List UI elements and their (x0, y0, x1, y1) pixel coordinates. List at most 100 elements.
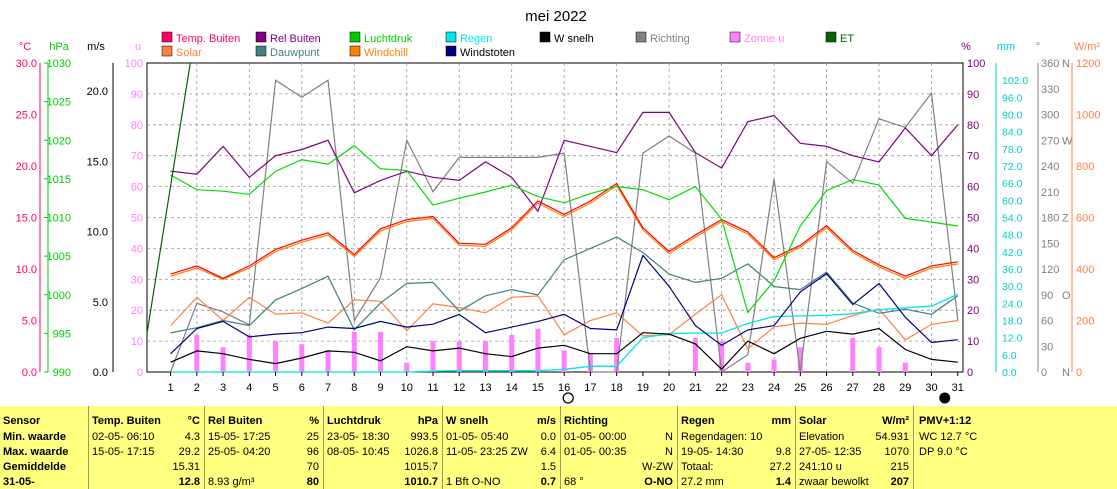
sunshine-bar (430, 341, 436, 372)
sun-tick-label: 0 (137, 367, 143, 379)
humidity-tick-label: 100 (967, 58, 985, 70)
legend-swatch (349, 31, 361, 43)
rain-tick-label: 24.0 (1002, 298, 1023, 310)
pressure-tick-label: 1015 (47, 174, 71, 186)
dewpoint-readout: DP 9.0 °C (919, 446, 968, 458)
rain-unit: mm (771, 415, 791, 427)
sunshine-bar (378, 331, 384, 372)
min-label: Min. waarde (3, 431, 66, 443)
rain-current-value: 1.4 (775, 476, 791, 488)
rain-sum: 27.2 mm (681, 476, 724, 488)
rain-tick-label: 90.0 (1002, 110, 1023, 122)
rain-column: Regen mm Regendagen: 10 19-05- 14:30 9.8 T… (678, 406, 795, 489)
press-head: Luchtdruk (327, 415, 381, 427)
wind-head: W snelh (446, 415, 489, 427)
legend-swatch (825, 31, 837, 43)
sunshine-bar (325, 350, 331, 372)
unit-direction: ° (1036, 41, 1040, 53)
temp-tick-label: 30.0 (16, 58, 37, 70)
day-tick-label: 23 (742, 382, 754, 394)
legend-label: Luchtdruk (364, 33, 413, 45)
wind-tick-label: 10.0 (87, 227, 108, 239)
left-axes: 30.025.020.015.010.05.00.010301025102010… (16, 58, 143, 379)
humidity-tick-label: 70 (967, 151, 979, 163)
day-tick-label: 29 (899, 382, 911, 394)
series-lines (146, 62, 959, 374)
solar-condition: zwaar bewolkt (799, 476, 869, 488)
unit-pressure: hPa (49, 41, 69, 53)
solar-unit: W/m² (882, 415, 909, 427)
rain-max-value: 9.8 (775, 446, 791, 458)
rain-tick-label: 72.0 (1002, 161, 1023, 173)
legend-label: W snelh (554, 33, 594, 45)
rain-max-time: 19-05- 14:30 (681, 446, 744, 458)
day-tick-label: 6 (299, 382, 305, 394)
legend-swatch (161, 45, 173, 57)
temp-tick-label: 25.0 (16, 110, 37, 122)
dir-avg-value: W-ZW (642, 461, 673, 473)
rain-days: Regendagen: 10 (681, 431, 763, 443)
solar-max-time: 27-05- 12:35 (799, 446, 862, 458)
hum-current-value: 80 (306, 476, 319, 488)
sun-tick-label: 30 (131, 274, 143, 286)
rain-tick-label: 60.0 (1002, 195, 1023, 207)
sunshine-bar (902, 362, 908, 372)
day-tick-label: 13 (479, 382, 491, 394)
summary-panel: Sensor Min. waarde Max. waarde Gemiddeld… (0, 406, 1117, 489)
sun-tick-label: 50 (131, 213, 143, 225)
rain-tick-label: 0.0 (1002, 367, 1017, 379)
day-tick-label: 20 (663, 382, 675, 394)
legend-swatch (255, 45, 267, 57)
dir-min-value: N (665, 431, 673, 443)
temp-column: Temp. Buiten °C 02-05- 06:10 4.3 15-05- 17… (89, 406, 204, 489)
legend-label: Rel Buiten (270, 33, 321, 45)
legend-label: Solar (176, 47, 202, 59)
wind-avg-value: 1.5 (540, 461, 556, 473)
dir-head: Richting (564, 415, 608, 427)
rain-tick-label: 54.0 (1002, 213, 1023, 225)
day-tick-label: 17 (584, 382, 596, 394)
day-tick-label: 26 (820, 382, 832, 394)
rain-tick-label: 102.0 (1002, 75, 1028, 87)
unit-temp: °C (19, 41, 31, 53)
temp-unit: °C (187, 415, 200, 427)
right-axes: 1009080706050403020100102.096.090.084.07… (967, 58, 1100, 379)
sunshine-bar (194, 334, 200, 372)
pressure-tick-label: 995 (53, 328, 71, 340)
sunshine-bar (771, 359, 777, 372)
day-tick-label: 27 (847, 382, 859, 394)
legend-label: Regen (460, 33, 492, 45)
press-current-value: 1010.7 (404, 476, 438, 488)
legend-swatch (349, 45, 361, 57)
rain-head: Regen (681, 415, 715, 427)
unit-humidity: % (961, 41, 971, 53)
day-tick-label: 8 (351, 382, 357, 394)
pressure-tick-label: 1005 (47, 251, 71, 263)
day-tick-label: 12 (453, 382, 465, 394)
hum-min-value: 25 (306, 431, 319, 443)
rain-tick-label: 18.0 (1002, 316, 1023, 328)
direction-compass-label: N (1062, 58, 1070, 70)
series-line-windchill (170, 184, 958, 280)
dir-max-time: 01-05- 00:35 (564, 446, 627, 458)
series-line-w-snelh (170, 327, 958, 371)
direction-tick-label: 90 (1041, 290, 1053, 302)
day-tick-label: 18 (611, 382, 623, 394)
wind-tick-label: 15.0 (87, 156, 108, 168)
day-tick-label: 16 (558, 382, 570, 394)
sunshine-bar (850, 338, 856, 372)
press-max-time: 08-05- 10:45 (327, 446, 390, 458)
wind-max-time: 11-05- 23:25 ZW (446, 446, 528, 458)
temp-max-time: 15-05- 17:15 (92, 446, 155, 458)
sunshine-bar (404, 362, 410, 372)
pressure-tick-label: 1025 (47, 97, 71, 109)
wind-column: W snelh m/s 01-05- 05:40 0.0 11-05- 23:25 … (443, 406, 560, 489)
legend-label: Richting (650, 33, 690, 45)
direction-tick-label: 0 (1041, 367, 1047, 379)
direction-tick-label: 210 (1041, 187, 1059, 199)
hum-avg-value: 70 (306, 461, 319, 473)
sun-tick-label: 60 (131, 182, 143, 194)
solar-tick-label: 400 (1076, 264, 1094, 276)
rain-tick-label: 96.0 (1002, 92, 1023, 104)
rain-tick-label: 12.0 (1002, 333, 1023, 345)
